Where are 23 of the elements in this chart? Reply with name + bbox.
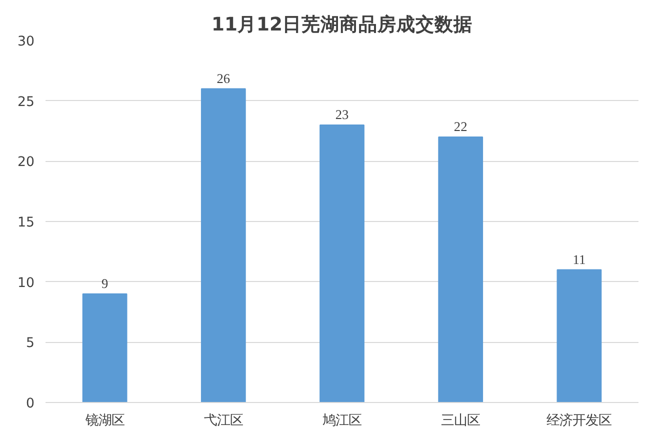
bar bbox=[320, 124, 364, 402]
data-label: 11 bbox=[572, 252, 586, 267]
y-tick-label: 0 bbox=[26, 396, 35, 412]
data-label: 9 bbox=[101, 276, 108, 291]
y-tick-label: 20 bbox=[18, 155, 35, 170]
x-tick-label: 鸠江区 bbox=[322, 414, 362, 428]
bar bbox=[438, 136, 484, 402]
data-label: 23 bbox=[335, 106, 349, 122]
chart-title: 11月12日芜湖商品房成交数据 bbox=[212, 14, 472, 36]
x-tick-label: 弋江区 bbox=[204, 414, 243, 428]
bar bbox=[556, 269, 602, 402]
bar bbox=[82, 293, 128, 402]
y-tick-label: 30 bbox=[18, 34, 35, 50]
data-label: 26 bbox=[216, 70, 230, 86]
x-tick-label: 三山区 bbox=[441, 414, 480, 428]
y-tick-label: 25 bbox=[18, 94, 35, 110]
x-tick-label: 经济开发区 bbox=[546, 414, 612, 428]
y-tick-label: 15 bbox=[18, 216, 35, 230]
y-tick-label: 5 bbox=[26, 336, 35, 352]
x-tick-label: 镜湖区 bbox=[84, 414, 124, 428]
y-tick-label: 10 bbox=[18, 276, 35, 291]
bar bbox=[200, 88, 246, 402]
data-label: 22 bbox=[454, 119, 468, 134]
